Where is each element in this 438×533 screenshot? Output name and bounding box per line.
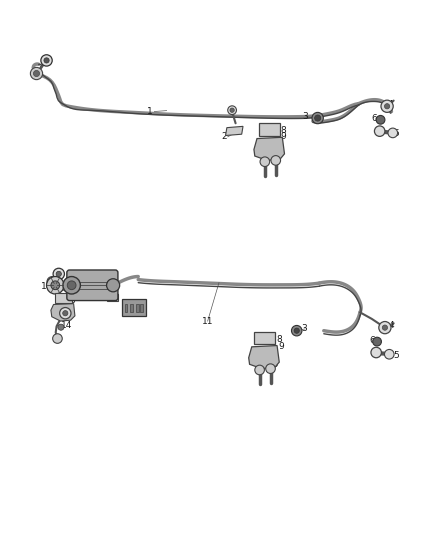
Bar [122, 299, 146, 316]
Text: 8: 8 [281, 126, 286, 135]
Text: 14: 14 [61, 321, 72, 330]
Bar [55, 293, 72, 303]
Circle shape [63, 311, 68, 316]
Bar [259, 123, 280, 135]
Circle shape [291, 326, 302, 336]
Text: 4: 4 [388, 100, 394, 109]
Circle shape [294, 328, 299, 333]
Circle shape [312, 112, 323, 124]
Text: 5: 5 [394, 351, 399, 360]
Polygon shape [51, 304, 75, 321]
Circle shape [271, 156, 281, 165]
Text: 15: 15 [95, 273, 106, 282]
Circle shape [106, 279, 120, 292]
Circle shape [382, 325, 388, 330]
Circle shape [63, 277, 81, 294]
Circle shape [30, 67, 42, 79]
Circle shape [60, 308, 71, 319]
Bar [107, 294, 118, 302]
Circle shape [255, 365, 265, 375]
Text: 2: 2 [221, 132, 227, 141]
Circle shape [32, 70, 40, 77]
Text: 10: 10 [271, 150, 282, 159]
Circle shape [46, 277, 64, 294]
Circle shape [373, 337, 381, 346]
Text: 8: 8 [69, 296, 75, 305]
Circle shape [33, 70, 39, 77]
Circle shape [51, 281, 60, 289]
Text: 3: 3 [301, 325, 307, 334]
Circle shape [67, 281, 76, 289]
Circle shape [56, 271, 61, 277]
Circle shape [388, 128, 398, 138]
Circle shape [47, 277, 57, 287]
Circle shape [381, 100, 393, 112]
Circle shape [49, 279, 55, 285]
Circle shape [53, 268, 64, 280]
Text: 1: 1 [147, 107, 153, 116]
Circle shape [230, 108, 234, 112]
Text: 10: 10 [261, 353, 272, 362]
Circle shape [371, 348, 381, 358]
Text: 6: 6 [372, 115, 378, 124]
Text: 4: 4 [389, 321, 394, 330]
Bar [136, 304, 139, 312]
Bar [254, 332, 275, 344]
Text: 12: 12 [132, 305, 143, 314]
Circle shape [260, 157, 270, 166]
Circle shape [53, 334, 62, 343]
Circle shape [228, 106, 237, 115]
Text: 3: 3 [302, 112, 308, 121]
Circle shape [379, 321, 391, 334]
Circle shape [266, 364, 276, 374]
FancyBboxPatch shape [67, 270, 118, 301]
Circle shape [58, 324, 64, 330]
Text: 13: 13 [109, 293, 120, 302]
Text: 10: 10 [268, 360, 280, 369]
Circle shape [314, 115, 321, 121]
Circle shape [374, 126, 385, 136]
Text: 10: 10 [262, 143, 273, 152]
Bar [131, 304, 133, 312]
Circle shape [44, 58, 49, 63]
Text: 5: 5 [394, 130, 399, 138]
Polygon shape [254, 138, 285, 160]
Bar [125, 304, 127, 312]
Circle shape [376, 116, 385, 124]
Text: 11: 11 [201, 317, 213, 326]
Circle shape [385, 103, 390, 109]
Text: 16: 16 [41, 281, 53, 290]
Text: 8: 8 [277, 335, 283, 344]
Circle shape [385, 350, 394, 359]
Text: 9: 9 [278, 342, 284, 351]
Text: 9: 9 [281, 132, 286, 141]
Polygon shape [249, 345, 279, 369]
Text: 6: 6 [370, 336, 375, 345]
Bar [141, 304, 143, 312]
Polygon shape [226, 126, 243, 135]
Circle shape [41, 55, 52, 66]
